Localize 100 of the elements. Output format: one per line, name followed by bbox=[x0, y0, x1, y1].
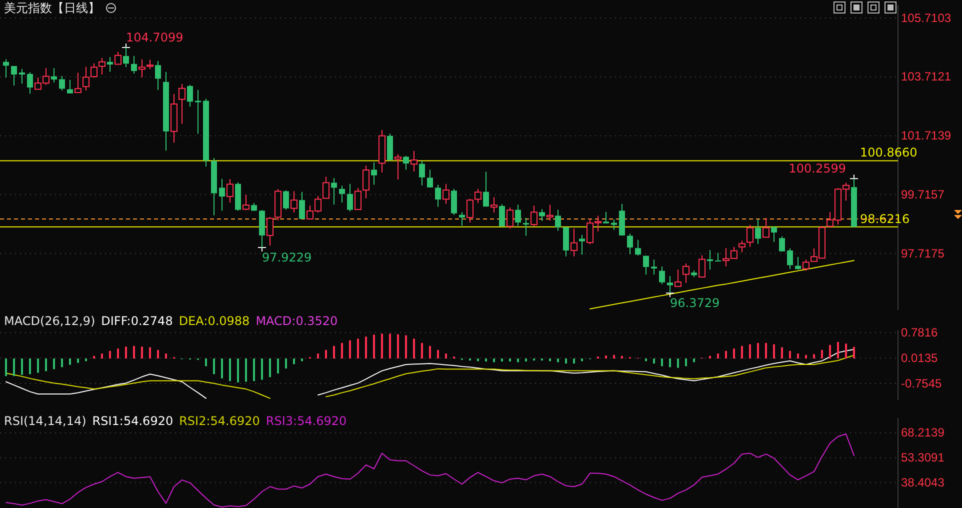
candlestick bbox=[283, 190, 289, 210]
bar bbox=[773, 344, 775, 359]
candlestick bbox=[299, 191, 305, 220]
bar bbox=[325, 350, 327, 359]
bar bbox=[557, 358, 559, 362]
candlestick bbox=[219, 178, 225, 212]
bar bbox=[565, 358, 567, 364]
bar bbox=[237, 358, 239, 382]
line-series bbox=[590, 260, 854, 310]
bar bbox=[37, 358, 39, 373]
y-tick-label: 0.0135 bbox=[901, 350, 938, 365]
candlestick bbox=[371, 162, 377, 186]
bar bbox=[165, 354, 167, 359]
bar bbox=[797, 354, 799, 359]
bar bbox=[525, 358, 527, 362]
candlestick bbox=[19, 68, 25, 84]
candlestick bbox=[515, 204, 521, 226]
candlestick bbox=[563, 226, 569, 257]
bar bbox=[741, 346, 743, 359]
bar bbox=[109, 350, 111, 359]
candlestick bbox=[746, 224, 754, 248]
candlestick bbox=[523, 218, 529, 236]
bar bbox=[29, 358, 31, 374]
bar bbox=[829, 344, 831, 359]
candlestick bbox=[107, 56, 113, 72]
candlestick bbox=[643, 255, 649, 276]
y-tick-label: 101.7139 bbox=[901, 128, 952, 143]
candlestick bbox=[331, 177, 337, 205]
bar bbox=[573, 358, 575, 364]
candlestick bbox=[499, 204, 505, 227]
bar bbox=[277, 358, 279, 374]
y-tick-label: 103.7121 bbox=[901, 70, 952, 84]
bar bbox=[661, 358, 663, 366]
bar bbox=[397, 334, 399, 359]
candlestick bbox=[394, 154, 402, 180]
bar bbox=[317, 354, 319, 359]
y-tick-label: 68.2139 bbox=[901, 426, 945, 440]
bar bbox=[85, 358, 87, 362]
candlestick bbox=[266, 216, 274, 246]
candlestick bbox=[579, 234, 585, 256]
bar bbox=[813, 354, 815, 359]
candlestick bbox=[347, 183, 353, 212]
candlestick bbox=[611, 219, 617, 230]
candlestick bbox=[570, 228, 578, 257]
bar bbox=[845, 344, 847, 359]
candlestick bbox=[51, 68, 57, 83]
bar bbox=[21, 358, 23, 375]
candlestick bbox=[762, 218, 770, 238]
candlestick bbox=[3, 58, 9, 78]
candlestick bbox=[506, 206, 514, 230]
bar bbox=[717, 354, 719, 359]
candlestick bbox=[74, 72, 82, 94]
ref-line-label: 100.8660 bbox=[860, 146, 918, 160]
text: DIFF:0.2748 bbox=[101, 314, 173, 328]
y-tick-label: 53.3091 bbox=[901, 450, 945, 465]
bar bbox=[365, 336, 367, 359]
y-tick-label: 38.4043 bbox=[901, 475, 945, 490]
candlestick bbox=[546, 204, 554, 222]
bar bbox=[405, 335, 407, 359]
candlestick bbox=[483, 171, 489, 208]
bar bbox=[301, 358, 303, 362]
candlestick bbox=[155, 60, 161, 90]
bar bbox=[333, 346, 335, 359]
candlestick bbox=[682, 262, 690, 284]
bar bbox=[93, 356, 95, 359]
candlestick bbox=[410, 150, 418, 172]
bar bbox=[157, 350, 159, 359]
bar bbox=[605, 356, 607, 359]
candlestick bbox=[530, 205, 538, 227]
annotation: 104.7099 bbox=[126, 30, 184, 44]
candlestick bbox=[698, 254, 706, 278]
bar bbox=[493, 358, 495, 362]
candlestick bbox=[403, 155, 409, 170]
candlestick bbox=[339, 185, 345, 203]
bar bbox=[621, 356, 623, 359]
bar bbox=[213, 358, 215, 374]
y-tick-label: 105.7103 bbox=[901, 10, 952, 25]
ref-line-label: 98.6216 bbox=[860, 212, 910, 226]
bar bbox=[101, 354, 103, 359]
candlestick bbox=[555, 209, 561, 232]
candlestick bbox=[226, 178, 234, 203]
y-tick-label: 0.7816 bbox=[901, 325, 938, 340]
series-label: MACD:0.3520 bbox=[256, 314, 338, 328]
y-tick-label: -0.7545 bbox=[901, 376, 942, 390]
candlestick bbox=[635, 239, 641, 256]
candlestick bbox=[627, 233, 633, 255]
bar bbox=[477, 358, 479, 362]
candlestick bbox=[466, 198, 474, 223]
bar bbox=[349, 340, 351, 359]
bar bbox=[693, 358, 695, 362]
bar bbox=[549, 358, 551, 362]
bar bbox=[69, 358, 71, 365]
candlestick bbox=[67, 79, 73, 94]
candlestick bbox=[771, 226, 777, 242]
y-tick-label: 97.7175 bbox=[901, 246, 945, 260]
bar bbox=[53, 358, 55, 370]
bar bbox=[245, 358, 247, 382]
candlestick bbox=[242, 194, 250, 211]
annotation: 97.9229 bbox=[262, 250, 312, 264]
bar bbox=[685, 358, 687, 366]
